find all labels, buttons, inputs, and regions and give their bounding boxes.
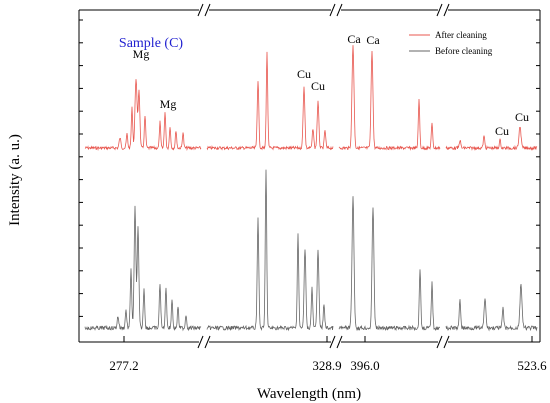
break-mark (204, 335, 211, 349)
x-tick-label: 523.6 (517, 358, 547, 373)
y-axis-label: Intensity (a. u.) (7, 134, 23, 226)
element-label: Mg (160, 97, 177, 111)
break-mark (204, 3, 211, 17)
break-mark (336, 3, 343, 17)
break-mark (443, 3, 450, 17)
x-tick-label: 277.2 (109, 358, 138, 373)
element-label: Cu (515, 110, 529, 124)
axis-breaks (197, 3, 450, 349)
spectra (84, 45, 538, 332)
trace-after-cleaning (84, 45, 538, 152)
break-mark (197, 335, 204, 349)
break-mark (443, 335, 450, 349)
x-tick-labels: 277.2 328.9 396.0 523.6 (109, 358, 547, 373)
break-mark (436, 335, 443, 349)
break-mark (436, 3, 443, 17)
break-mark (329, 3, 336, 17)
legend-label-before: Before cleaning (435, 46, 493, 56)
x-axis-label: Wavelength (nm) (257, 386, 361, 402)
element-labels: Mg Mg Cu Cu Ca Ca Cu Cu (133, 32, 529, 138)
x-tick-label: 396.0 (350, 358, 379, 373)
break-mark (197, 3, 204, 17)
x-tick-label: 328.9 (312, 358, 341, 373)
legend-label-after: After cleaning (435, 30, 487, 40)
tick-marks (79, 19, 540, 342)
element-label: Cu (311, 79, 325, 93)
break-mark (329, 335, 336, 349)
element-label: Cu (495, 124, 509, 138)
legend: After cleaning Before cleaning (409, 30, 493, 56)
element-label: Mg (133, 47, 150, 61)
break-mark (336, 335, 343, 349)
element-label: Ca (366, 33, 380, 47)
element-label: Cu (297, 67, 311, 81)
element-label: Ca (347, 32, 361, 46)
panel-label: Sample (C) (119, 36, 183, 51)
trace-before-cleaning (84, 169, 538, 332)
